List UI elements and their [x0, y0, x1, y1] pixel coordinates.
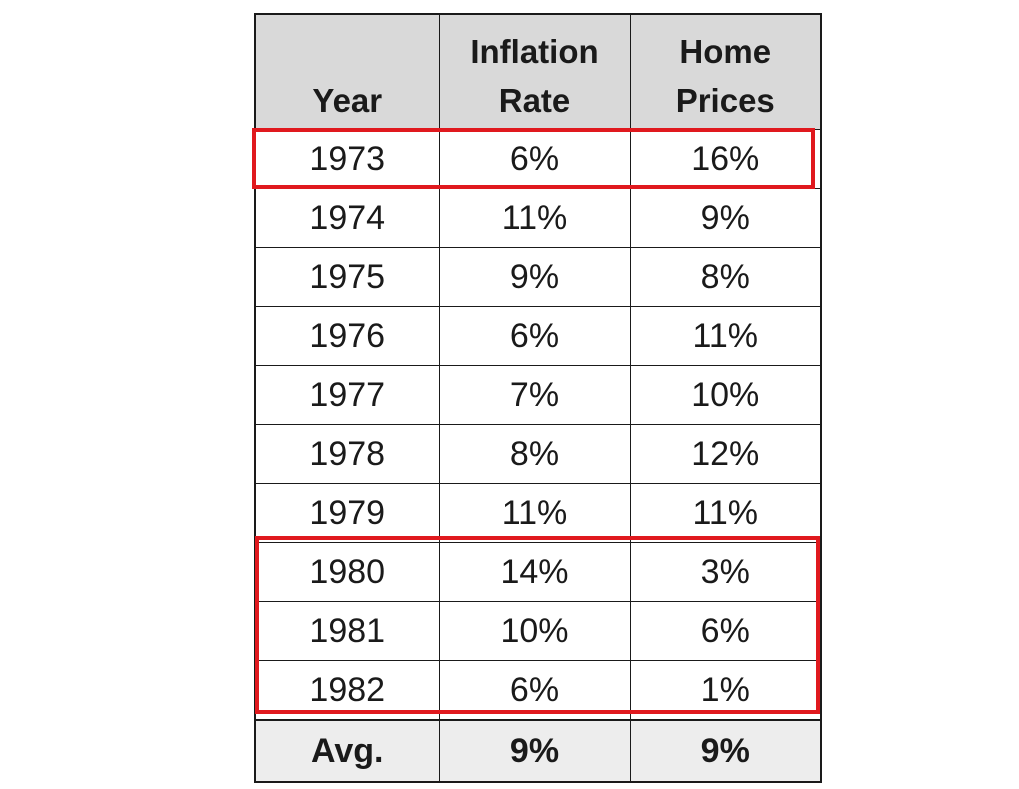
cell-inflation-rate: 6%	[438, 128, 631, 189]
cell-year: 1980	[254, 541, 440, 602]
table-row: 1977 7% 10%	[254, 364, 822, 425]
cell-year: 1978	[254, 423, 440, 484]
inflation-home-prices-table: Year Inflation Rate Home Prices 1973 6% …	[254, 13, 822, 783]
cell-home-prices: 6%	[629, 600, 822, 661]
cell-inflation-rate: 8%	[438, 423, 631, 484]
header-inflation-rate: Inflation Rate	[438, 13, 631, 130]
cell-home-prices: 8%	[629, 246, 822, 307]
cell-inflation-rate: 6%	[438, 305, 631, 366]
header-inflation-line1: Inflation	[470, 32, 599, 70]
average-inflation-rate: 9%	[438, 718, 631, 782]
cell-inflation-rate: 11%	[438, 482, 631, 543]
cell-year: 1982	[254, 659, 440, 720]
table-row: 1974 11% 9%	[254, 187, 822, 248]
table-row: 1973 6% 16%	[254, 128, 822, 189]
table-row: 1975 9% 8%	[254, 246, 822, 307]
cell-year: 1974	[254, 187, 440, 248]
cell-home-prices: 9%	[629, 187, 822, 248]
cell-year: 1979	[254, 482, 440, 543]
cell-home-prices: 1%	[629, 659, 822, 720]
header-home-line1: Home	[679, 32, 772, 70]
cell-inflation-rate: 7%	[438, 364, 631, 425]
average-row: Avg. 9% 9%	[254, 718, 822, 782]
cell-inflation-rate: 14%	[438, 541, 631, 602]
header-year-line2: Year	[312, 81, 383, 119]
cell-home-prices: 11%	[629, 482, 822, 543]
header-year: Year	[254, 13, 440, 130]
cell-inflation-rate: 6%	[438, 659, 631, 720]
cell-inflation-rate: 10%	[438, 600, 631, 661]
header-row: Year Inflation Rate Home Prices	[254, 13, 822, 130]
data-table-container: Year Inflation Rate Home Prices 1973 6% …	[252, 13, 822, 783]
cell-year: 1981	[254, 600, 440, 661]
average-home-prices: 9%	[629, 718, 822, 782]
cell-year: 1975	[254, 246, 440, 307]
header-inflation-line2: Rate	[498, 81, 571, 119]
header-home-prices: Home Prices	[629, 13, 822, 130]
table-row: 1982 6% 1%	[254, 659, 822, 720]
table-row: 1978 8% 12%	[254, 423, 822, 484]
cell-year: 1973	[254, 128, 440, 189]
table-row: 1980 14% 3%	[254, 541, 822, 602]
table-row: 1976 6% 11%	[254, 305, 822, 366]
cell-year: 1977	[254, 364, 440, 425]
cell-inflation-rate: 11%	[438, 187, 631, 248]
cell-home-prices: 3%	[629, 541, 822, 602]
cell-home-prices: 12%	[629, 423, 822, 484]
average-label: Avg.	[254, 718, 440, 782]
cell-year: 1976	[254, 305, 440, 366]
cell-home-prices: 16%	[629, 128, 822, 189]
cell-inflation-rate: 9%	[438, 246, 631, 307]
header-home-line2: Prices	[675, 81, 775, 119]
table-row: 1979 11% 11%	[254, 482, 822, 543]
cell-home-prices: 10%	[629, 364, 822, 425]
cell-home-prices: 11%	[629, 305, 822, 366]
table-row: 1981 10% 6%	[254, 600, 822, 661]
